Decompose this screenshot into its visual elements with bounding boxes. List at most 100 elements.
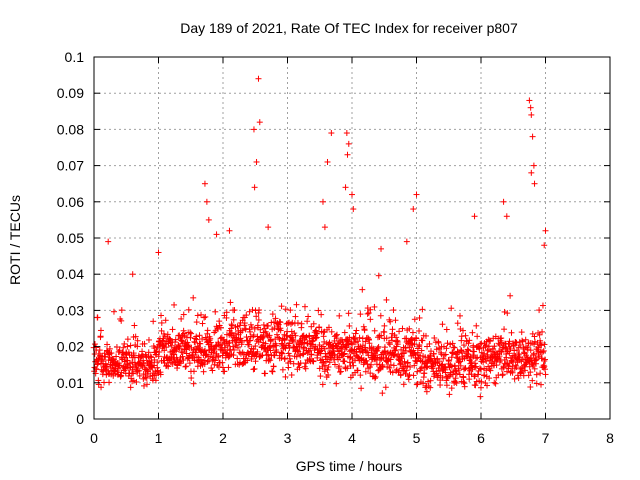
data-point	[473, 322, 480, 329]
data-point	[202, 352, 209, 359]
data-point	[230, 343, 237, 350]
data-point	[326, 359, 333, 366]
data-point	[383, 296, 390, 303]
data-point	[272, 315, 279, 322]
data-point	[149, 375, 156, 382]
data-point	[249, 306, 256, 313]
data-point	[385, 339, 392, 346]
data-point	[367, 306, 374, 313]
data-point	[403, 238, 410, 245]
data-point	[325, 324, 332, 331]
data-point	[188, 330, 195, 337]
data-point	[260, 321, 267, 328]
data-point	[333, 380, 340, 387]
data-point	[253, 158, 260, 165]
data-point	[349, 191, 355, 198]
data-point	[225, 354, 232, 361]
data-point	[539, 349, 546, 356]
data-point	[213, 231, 220, 238]
data-point	[225, 364, 232, 371]
data-point	[396, 328, 403, 335]
data-point	[435, 365, 442, 372]
data-point	[113, 353, 120, 360]
data-point	[351, 336, 358, 343]
data-point	[411, 316, 418, 323]
data-point	[319, 198, 326, 205]
data-point	[527, 104, 534, 111]
data-point	[219, 359, 226, 366]
data-point	[539, 328, 546, 335]
data-point	[227, 299, 234, 306]
data-point	[300, 350, 307, 357]
data-point	[289, 319, 296, 326]
data-point	[293, 353, 300, 360]
y-tick-label: 0.05	[57, 230, 84, 246]
data-point	[493, 362, 500, 369]
data-point	[129, 271, 136, 278]
data-point	[426, 340, 433, 347]
data-point	[435, 358, 442, 365]
data-point	[130, 350, 137, 357]
data-point	[481, 350, 488, 357]
data-point	[531, 341, 538, 348]
data-point	[443, 382, 450, 389]
data-point	[252, 343, 259, 350]
data-point	[239, 327, 246, 334]
data-point	[375, 272, 382, 279]
data-point	[319, 356, 326, 363]
data-point	[256, 306, 263, 313]
data-point	[238, 337, 245, 344]
data-point	[510, 342, 517, 349]
data-point	[275, 334, 282, 341]
data-point	[180, 357, 187, 364]
data-point	[427, 377, 434, 384]
data-point	[211, 361, 218, 368]
x-tick-label: 1	[155, 430, 163, 446]
data-point	[387, 318, 394, 325]
data-point	[153, 348, 160, 355]
grid-lines	[94, 57, 610, 419]
data-point	[130, 370, 137, 377]
data-point	[296, 364, 303, 371]
data-point	[496, 353, 503, 360]
data-point	[364, 310, 371, 317]
data-point	[279, 366, 286, 373]
data-point	[155, 353, 162, 360]
data-point	[473, 355, 480, 362]
x-tick-label: 6	[477, 430, 485, 446]
data-point	[484, 347, 491, 354]
data-point	[420, 380, 427, 387]
data-point	[143, 381, 150, 388]
data-point	[134, 337, 141, 344]
data-point	[140, 360, 147, 367]
data-point	[317, 373, 324, 380]
data-point	[193, 336, 200, 343]
data-point	[491, 343, 498, 350]
data-point	[464, 346, 471, 353]
x-tick-label: 3	[284, 430, 292, 446]
data-point	[427, 384, 434, 391]
data-point	[333, 335, 340, 342]
data-point	[183, 363, 190, 370]
data-point	[513, 364, 520, 371]
data-point	[354, 367, 361, 374]
data-point	[316, 324, 323, 331]
data-point	[483, 358, 490, 365]
data-point	[120, 344, 127, 351]
data-point	[339, 338, 346, 345]
y-tick-label: 0	[76, 411, 84, 427]
data-point	[254, 348, 261, 355]
data-point	[410, 372, 417, 379]
data-point	[192, 349, 199, 356]
data-point	[151, 362, 158, 369]
data-point	[199, 320, 206, 327]
data-point	[530, 362, 537, 369]
data-point	[241, 320, 248, 327]
data-point	[210, 356, 217, 363]
data-point	[250, 346, 257, 353]
data-point	[381, 322, 388, 329]
data-point	[277, 327, 284, 334]
data-point	[336, 363, 343, 370]
data-point	[484, 382, 491, 389]
data-point	[455, 367, 462, 374]
